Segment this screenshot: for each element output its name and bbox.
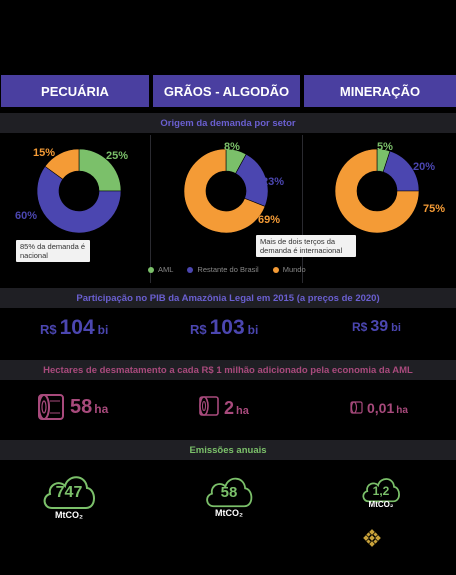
pecuaria-label-mundo: 15% bbox=[33, 147, 56, 159]
section-hectares: Hectares de desmatamento a cada R$ 1 mil… bbox=[0, 360, 456, 380]
hectares-mineracao: 0,01 ha bbox=[367, 400, 408, 416]
section-emissoes-label: Emissões anuais bbox=[189, 444, 267, 456]
header-mineracao-label: MINERAÇÃO bbox=[339, 83, 421, 99]
cloud-icon bbox=[43, 476, 95, 509]
hectares-unit: ha bbox=[236, 405, 249, 417]
donut-graos bbox=[183, 148, 269, 234]
logo-icon bbox=[363, 529, 381, 547]
emissoes-graos: 58 bbox=[220, 484, 238, 501]
log-icon bbox=[38, 394, 64, 420]
section-pib: Participação no PIB da Amazônia Legal em… bbox=[0, 288, 456, 308]
legend-item-aml: AML bbox=[148, 265, 173, 274]
header-graos: GRÃOS - ALGODÃO bbox=[153, 75, 300, 107]
cloud-icon bbox=[206, 477, 253, 508]
pib-graos: R$ 103 bi bbox=[190, 316, 258, 340]
donut-slice-mundo bbox=[44, 148, 80, 180]
hectares-value: 0,01 bbox=[367, 400, 395, 416]
donut-pecuaria bbox=[36, 148, 122, 234]
header-graos-label: GRÃOS - ALGODÃO bbox=[163, 83, 290, 99]
graos-label-brasil: 23% bbox=[262, 176, 285, 188]
column-divider bbox=[150, 135, 151, 283]
donut-slice-mundo bbox=[334, 148, 420, 234]
legend-item-brasil: Restante do Brasil bbox=[187, 265, 259, 274]
pib-pecuaria: R$ 104 bi bbox=[40, 316, 108, 340]
hectares-value: 58 bbox=[70, 396, 93, 418]
hectares-unit: ha bbox=[94, 402, 109, 416]
pecuaria-label-brasil: 60% bbox=[15, 210, 38, 222]
hectares-graos: 2 ha bbox=[224, 398, 249, 419]
emissoes-pecuaria: 747 bbox=[55, 484, 83, 501]
hectares-value: 2 bbox=[224, 398, 235, 418]
donut-mineracao bbox=[334, 148, 420, 234]
log-icon bbox=[199, 396, 219, 416]
header-mineracao: MINERAÇÃO bbox=[304, 75, 456, 107]
pib-value: 103 bbox=[209, 316, 245, 339]
legend-item-mundo: Mundo bbox=[272, 265, 306, 274]
donut-charts bbox=[36, 148, 420, 234]
emissoes-unit: MtCO₂ bbox=[215, 508, 243, 518]
emissoes-mineracao: 1,2 bbox=[372, 484, 390, 498]
pib-unit: bi bbox=[97, 323, 109, 337]
graos-label-mundo: 69% bbox=[258, 214, 281, 226]
hectares-pecuaria: 58 ha bbox=[70, 396, 108, 419]
donut-slice-mundo bbox=[183, 148, 266, 234]
section-emissoes: Emissões anuais bbox=[0, 440, 456, 460]
pib-value: 104 bbox=[59, 316, 95, 339]
cloud-icon bbox=[362, 478, 400, 503]
pib-currency: R$ bbox=[190, 322, 207, 337]
legend-dot-mundo bbox=[272, 266, 279, 273]
header-pecuaria-label: PECUÁRIA bbox=[41, 83, 109, 99]
section-origem: Origem da demanda por setor bbox=[0, 113, 456, 133]
column-divider bbox=[302, 135, 303, 283]
pib-currency: R$ bbox=[40, 322, 57, 337]
legend: AML Restante do Brasil Mundo bbox=[148, 265, 306, 274]
legend-label-brasil: Restante do Brasil bbox=[197, 265, 259, 274]
section-hectares-label: Hectares de desmatamento a cada R$ 1 mil… bbox=[43, 364, 413, 376]
mineracao-label-brasil: 20% bbox=[413, 161, 436, 173]
callout-graos: Mais de dois terços da demanda é interna… bbox=[256, 235, 356, 257]
legend-label-aml: AML bbox=[158, 265, 174, 274]
section-origem-label: Origem da demanda por setor bbox=[160, 117, 296, 129]
section-pib-label: Participação no PIB da Amazônia Legal em… bbox=[76, 292, 380, 304]
header-pecuaria: PECUÁRIA bbox=[1, 75, 149, 107]
legend-label-mundo: Mundo bbox=[282, 265, 306, 274]
pib-unit: bi bbox=[247, 323, 259, 337]
mineracao-label-aml: 5% bbox=[377, 141, 393, 153]
callout-pecuaria: 85% da demanda é nacional bbox=[16, 240, 90, 262]
pib-unit: bi bbox=[391, 322, 401, 334]
legend-dot-brasil bbox=[187, 266, 194, 273]
pib-mineracao: R$ 39 bi bbox=[352, 318, 401, 336]
mineracao-label-mundo: 75% bbox=[423, 203, 446, 215]
pecuaria-label-aml: 25% bbox=[106, 150, 129, 162]
graos-label-aml: 8% bbox=[224, 141, 240, 153]
hectares-unit: ha bbox=[396, 405, 408, 416]
pib-currency: R$ bbox=[352, 320, 368, 334]
emissoes-unit: MtCO₂ bbox=[368, 500, 394, 509]
donut-slice-brasil bbox=[36, 165, 122, 234]
legend-dot-aml bbox=[148, 266, 154, 273]
pib-value: 39 bbox=[370, 318, 389, 335]
log-icon bbox=[350, 401, 363, 414]
emissoes-unit: MtCO₂ bbox=[55, 510, 83, 520]
